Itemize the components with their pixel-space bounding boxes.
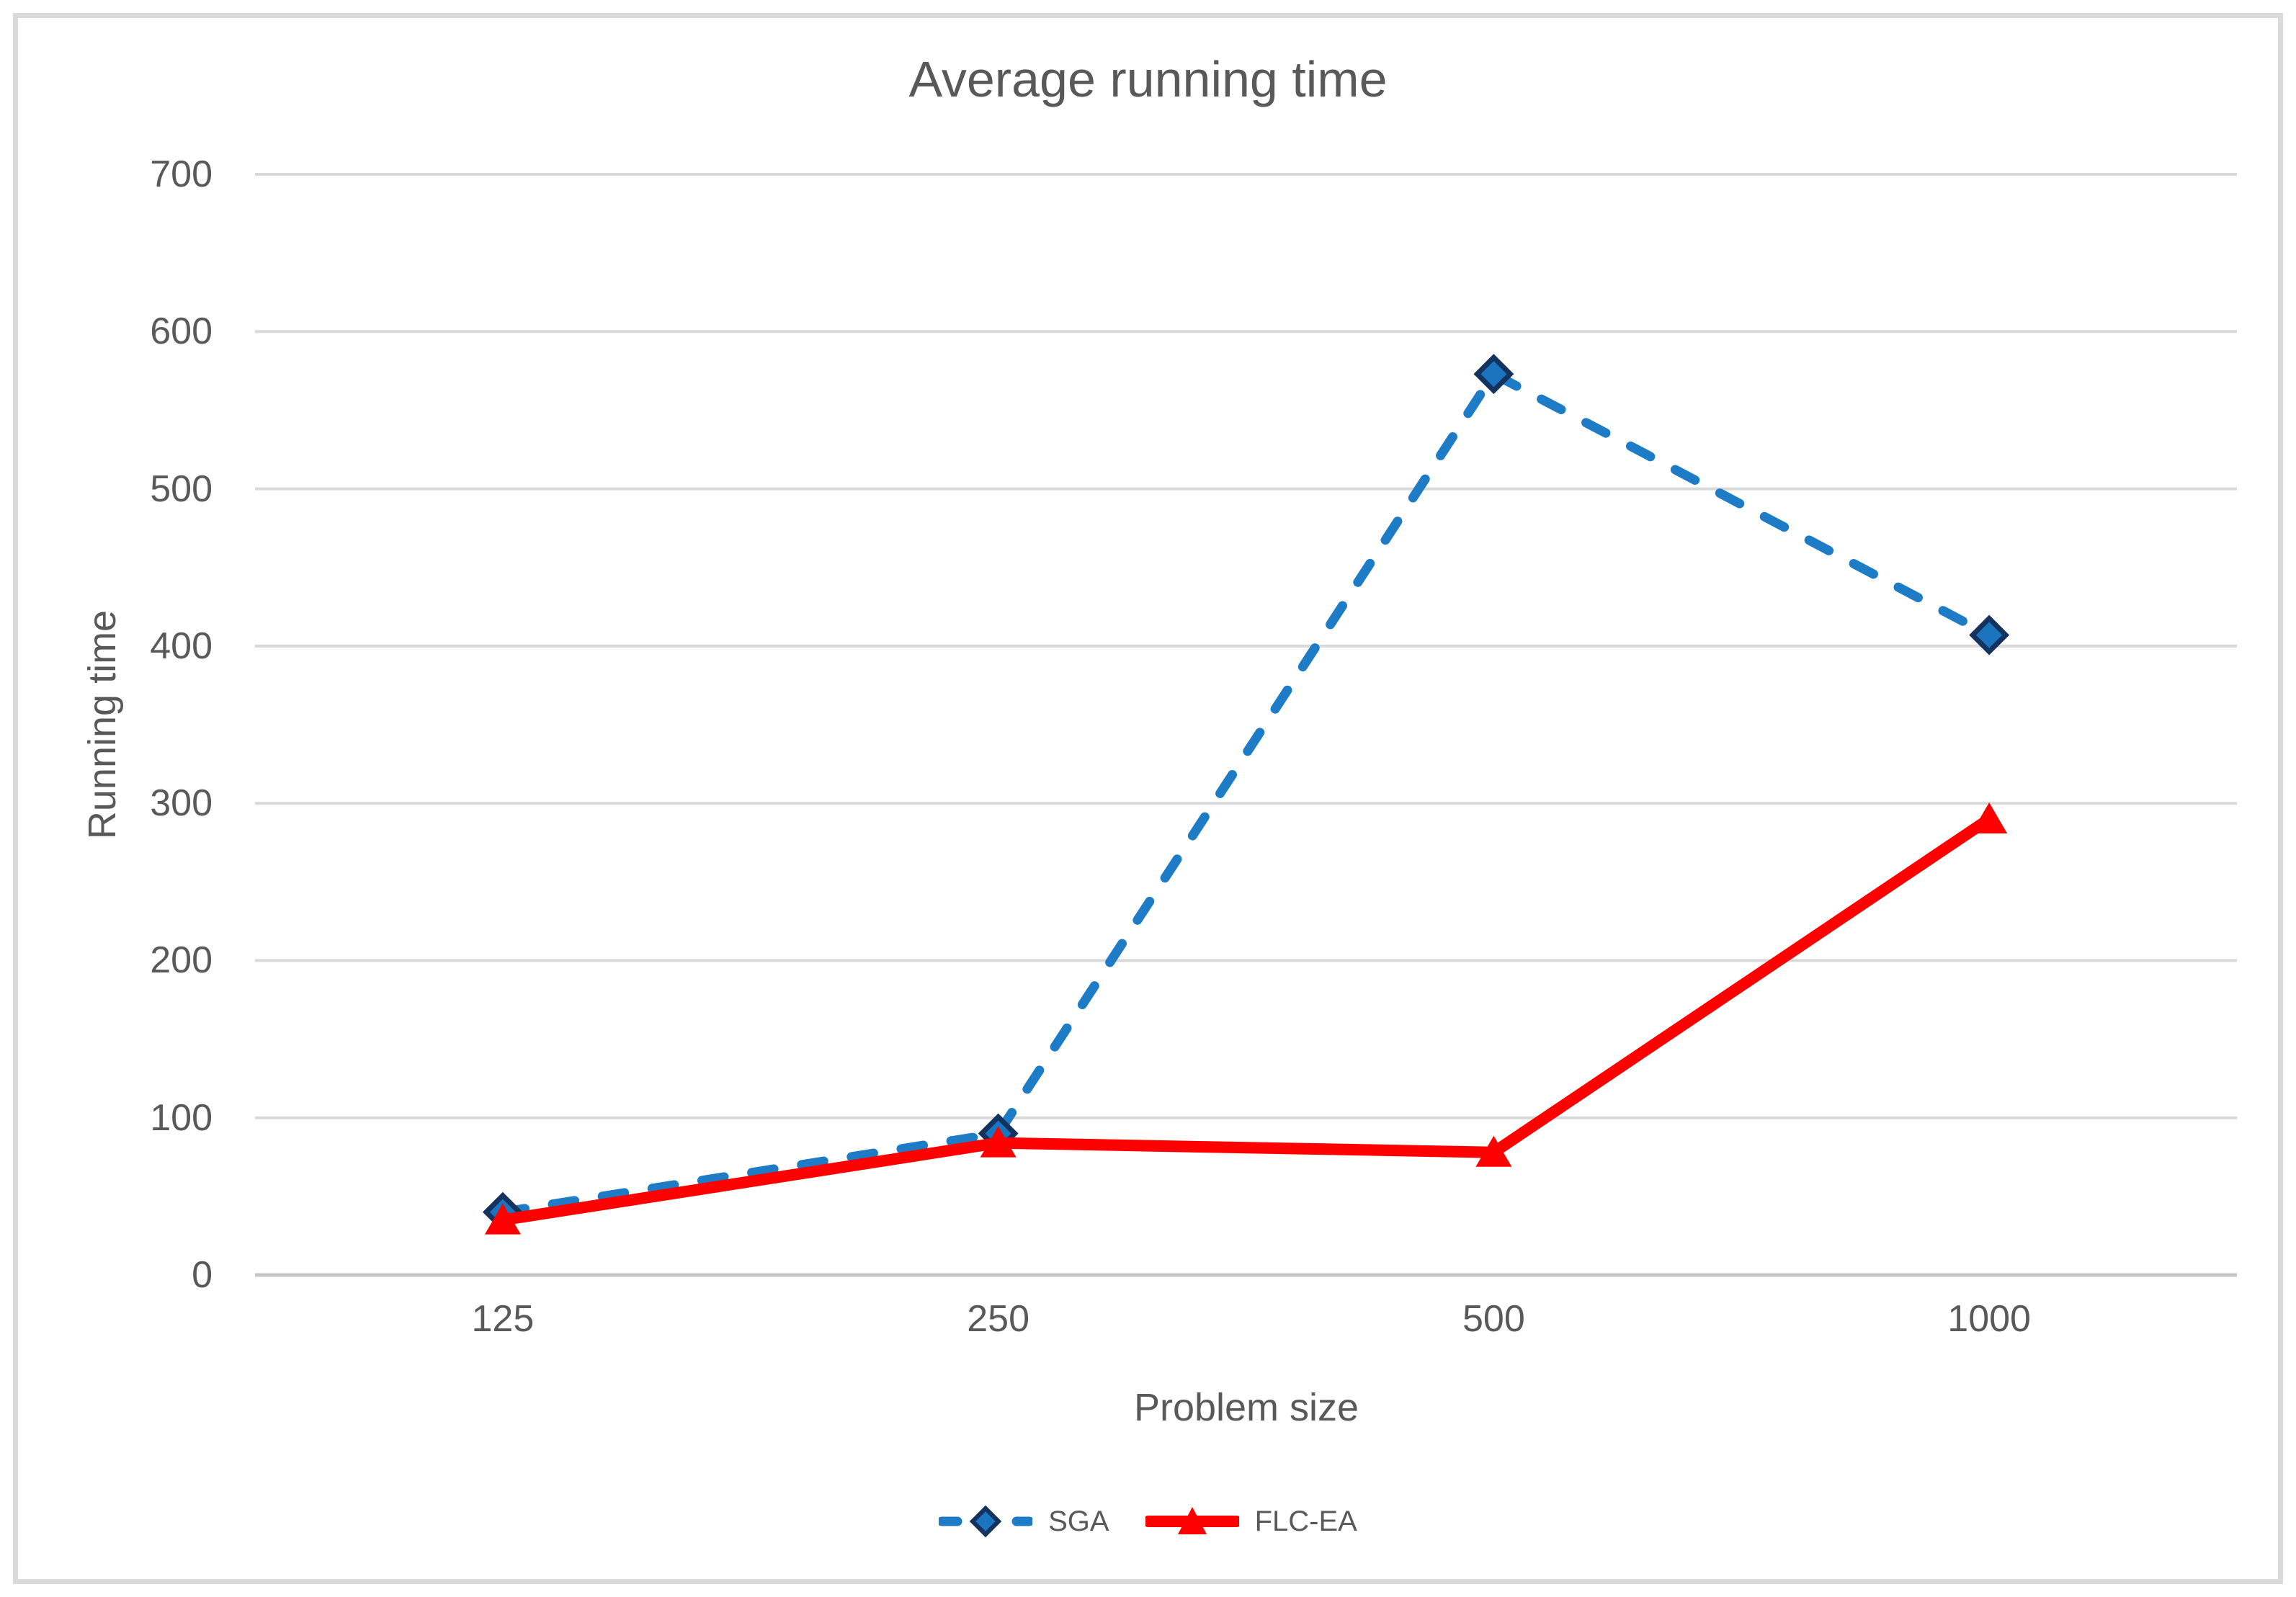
y-tick-label: 400 (150, 625, 213, 667)
legend-sample-FLC-EA (1145, 1507, 1239, 1534)
legend-marker-diamond-SGA (969, 1505, 1002, 1538)
marker-diamond-SGA (1969, 614, 2010, 656)
y-tick-label: 700 (150, 153, 213, 195)
legend-sample-SGA (939, 1505, 1033, 1538)
legend-label: FLC-EA (1254, 1506, 1357, 1537)
series-line-FLC-EA (496, 813, 1996, 1226)
legend-label: SGA (1048, 1506, 1109, 1537)
x-tick-label: 250 (967, 1298, 1029, 1340)
marker-diamond-SGA (1473, 354, 1514, 395)
marker-triangle-FLC-EA (980, 1126, 1017, 1158)
x-axis-title: Problem size (1133, 1386, 1359, 1429)
chart-title: Average running time (908, 51, 1388, 107)
marker-triangle-FLC-EA (484, 1203, 521, 1235)
chart-outer-border (13, 13, 2283, 1584)
chart-legend: SGA FLC-EA (0, 1493, 2296, 1550)
legend-marker-triangle-FLC-EA (1177, 1507, 1207, 1534)
legend-item-FLC-EA: FLC-EA (1145, 1495, 1357, 1547)
marker-triangle-FLC-EA (1475, 1135, 1512, 1167)
x-tick-label: 500 (1462, 1298, 1525, 1340)
x-tick-label: 125 (471, 1298, 535, 1340)
y-tick-label: 500 (150, 468, 213, 510)
y-tick-label: 100 (150, 1096, 213, 1139)
series-line-SGA (498, 369, 1994, 1217)
y-tick-label: 200 (150, 939, 213, 982)
y-tick-label: 600 (150, 310, 213, 353)
y-tick-label: 300 (150, 782, 213, 825)
legend-item-SGA: SGA (939, 1495, 1109, 1547)
marker-triangle-FLC-EA (1971, 802, 2008, 833)
y-tick-label: 0 (192, 1254, 213, 1296)
y-axis-title: Running time (81, 609, 124, 840)
x-tick-label: 1000 (1947, 1298, 2031, 1340)
